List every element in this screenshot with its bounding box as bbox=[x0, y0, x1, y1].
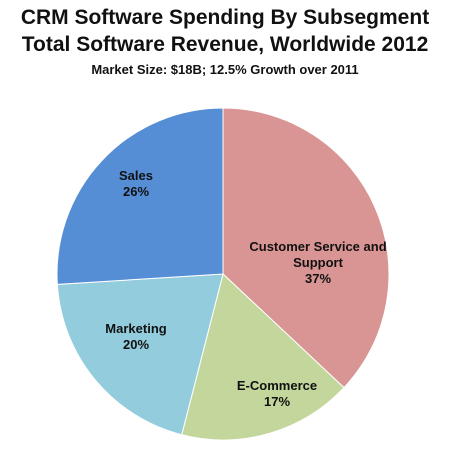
slice-category-label: Sales bbox=[119, 168, 153, 183]
chart-title: CRM Software Spending By Subsegment bbox=[20, 6, 430, 29]
chart-title-line2: Total Software Revenue, Worldwide 2012 bbox=[21, 33, 429, 56]
slice-category-label: E-Commerce bbox=[237, 378, 317, 393]
slice-percent-label: 17% bbox=[264, 394, 290, 409]
slice-percent-label: 20% bbox=[123, 337, 149, 352]
chart-subtitle: Market Size: $18B; 12.5% Growth over 201… bbox=[91, 62, 359, 77]
slice-category-label: Customer Service and bbox=[249, 239, 386, 254]
pie-slice-0 bbox=[222, 107, 390, 389]
pie-slice-3 bbox=[56, 107, 224, 285]
pie-slice-1 bbox=[181, 273, 345, 441]
slice-percent-label: 26% bbox=[123, 184, 149, 199]
slice-category-label: Support bbox=[293, 255, 343, 270]
pie-slice-2 bbox=[56, 273, 224, 436]
slice-category-label: Marketing bbox=[105, 321, 166, 336]
slice-percent-label: 37% bbox=[305, 271, 331, 286]
